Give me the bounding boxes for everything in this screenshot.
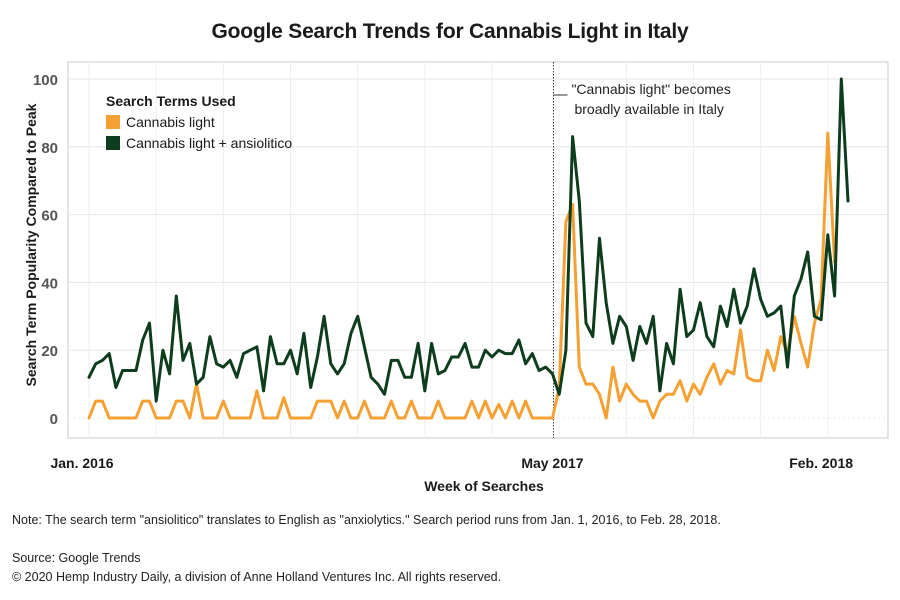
y-tick-label: 40 xyxy=(41,275,58,292)
y-axis-label: Search Term Popularity Compared to Peak xyxy=(23,103,39,386)
legend-label: Cannabis light + ansiolitico xyxy=(126,135,292,151)
y-tick-label: 80 xyxy=(41,140,58,157)
plot-frame xyxy=(67,61,889,439)
series-lines xyxy=(87,77,850,420)
y-tick-label: 0 xyxy=(50,411,58,428)
x-tick-label: Jan. 2016 xyxy=(50,455,113,471)
y-tick-label: 100 xyxy=(33,72,58,89)
y-tick-label: 20 xyxy=(41,343,58,360)
footnote: Note: The search term "ansiolitico" tran… xyxy=(12,513,721,527)
chart-title: Google Search Trends for Cannabis Light … xyxy=(211,20,689,43)
y-axis: 0 20 40 60 80 100 xyxy=(33,72,58,428)
legend-swatch xyxy=(106,136,120,150)
legend-swatch xyxy=(106,115,120,129)
x-tick-label: May 2017 xyxy=(521,455,583,471)
source-line: Source: Google Trends xyxy=(12,551,141,565)
x-tick-label: Feb. 2018 xyxy=(789,455,853,471)
y-tick-label: 60 xyxy=(41,208,58,225)
copyright-line: © 2020 Hemp Industry Daily, a division o… xyxy=(12,570,502,584)
x-axis: Jan. 2016 May 2017 Feb. 2018 xyxy=(50,455,853,471)
series-line-1 xyxy=(87,131,837,420)
series-line-2 xyxy=(87,77,850,403)
annotation-text: "Cannabis light" becomes xyxy=(571,81,730,97)
annotation-text: broadly available in Italy xyxy=(574,101,723,117)
x-axis-label: Week of Searches xyxy=(424,478,544,494)
legend-label: Cannabis light xyxy=(126,114,215,130)
legend-title: Search Terms Used xyxy=(106,93,236,109)
legend: Search Terms Used Cannabis light Cannabis … xyxy=(106,93,292,151)
